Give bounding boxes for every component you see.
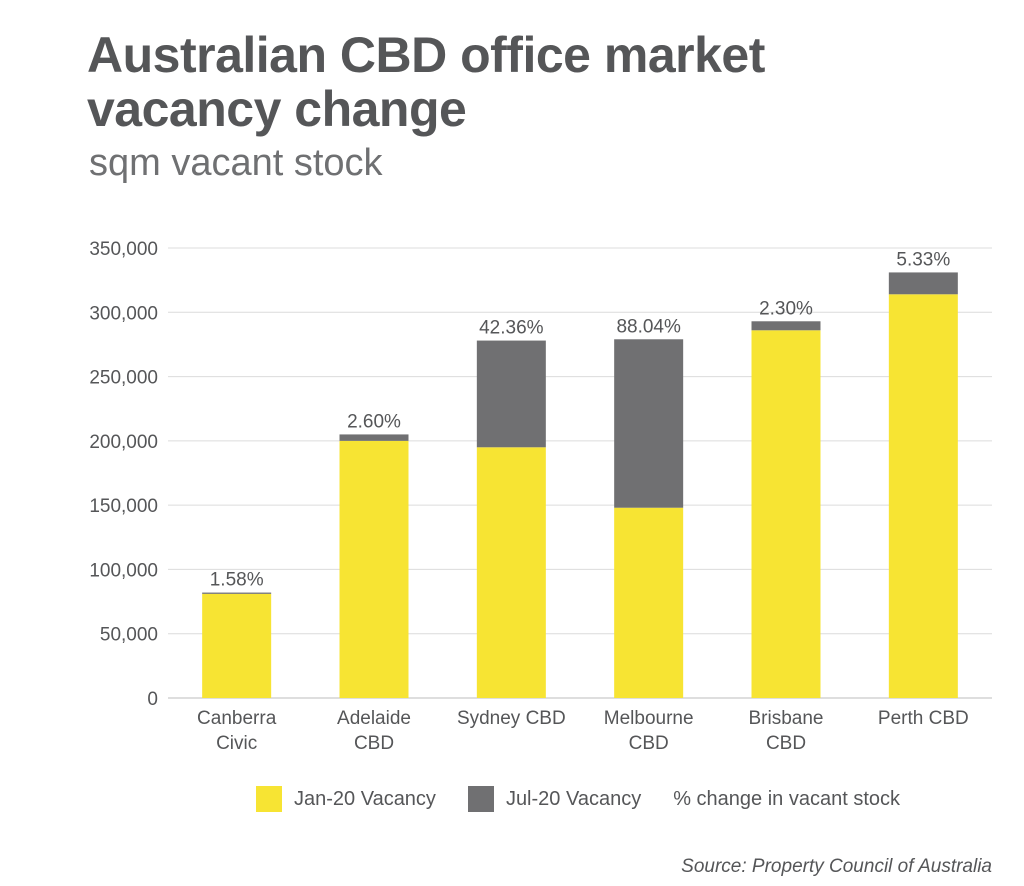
y-tick-label: 0 bbox=[147, 689, 158, 710]
percent-change-label: 42.36% bbox=[479, 318, 544, 339]
bar-jul bbox=[339, 434, 409, 441]
bar-jan bbox=[751, 330, 821, 698]
bar-jan bbox=[614, 507, 684, 698]
bar-jul bbox=[202, 592, 272, 594]
x-tick-label: CBD bbox=[354, 733, 394, 754]
legend-label-jan: Jan-20 Vacancy bbox=[294, 787, 436, 810]
chart-title: Australian CBD office market vacancy cha… bbox=[87, 28, 765, 136]
legend-swatch-jul bbox=[467, 786, 494, 812]
chart-subtitle: sqm vacant stock bbox=[89, 142, 383, 184]
x-tick-label: Adelaide bbox=[337, 708, 411, 729]
percent-change-label: 1.58% bbox=[210, 570, 264, 591]
percent-change-label: 88.04% bbox=[616, 316, 681, 337]
bar-jul bbox=[751, 321, 821, 331]
legend-item-jan: Jan-20 Vacancy bbox=[256, 786, 436, 812]
bar-jul bbox=[888, 272, 958, 295]
x-tick-label: Sydney CBD bbox=[457, 708, 566, 729]
title-line-2: vacancy change bbox=[87, 81, 467, 137]
legend-item-jul: Jul-20 Vacancy bbox=[467, 786, 642, 812]
y-tick-label: 250,000 bbox=[89, 368, 158, 389]
y-tick-label: 300,000 bbox=[89, 303, 158, 324]
percent-change-label: 5.33% bbox=[896, 249, 950, 270]
y-tick-label: 50,000 bbox=[100, 625, 158, 646]
x-tick-label: CBD bbox=[629, 733, 669, 754]
bar-jan bbox=[202, 593, 272, 698]
bar-jul bbox=[476, 340, 546, 448]
title-line-1: Australian CBD office market bbox=[87, 27, 765, 83]
y-tick-label: 100,000 bbox=[89, 560, 158, 581]
legend-label-pct: % change in vacant stock bbox=[673, 787, 900, 810]
x-tick-label: Brisbane bbox=[749, 708, 824, 729]
source-note: Source: Property Council of Australia bbox=[681, 856, 992, 877]
bar-jan bbox=[888, 294, 958, 698]
bars bbox=[202, 272, 958, 698]
y-tick-label: 350,000 bbox=[89, 239, 158, 260]
gridlines bbox=[168, 247, 992, 699]
y-axis-tick-labels: 0 50,000 100,000 150,000 200,000 250,000 300,0… bbox=[89, 239, 158, 710]
x-tick-label: Melbourne bbox=[604, 708, 694, 729]
y-tick-label: 150,000 bbox=[89, 496, 158, 517]
x-tick-label: Perth CBD bbox=[878, 708, 969, 729]
legend: Jan-20 Vacancy Jul-20 Vacancy % change i… bbox=[256, 786, 932, 812]
x-tick-label: Canberra bbox=[197, 708, 277, 729]
legend-item-pct: % change in vacant stock bbox=[673, 788, 900, 811]
x-tick-label: CBD bbox=[766, 733, 806, 754]
x-axis-tick-labels: Canberra Civic Adelaide CBD Sydney CBD Melbou… bbox=[197, 708, 969, 754]
percent-change-label: 2.30% bbox=[759, 298, 813, 319]
percent-change-labels: 1.58% 2.60% 42.36% 88.04% 2.30% 5.33% bbox=[210, 249, 951, 590]
y-tick-label: 200,000 bbox=[89, 432, 158, 453]
bar-jan bbox=[339, 440, 409, 698]
bar-jul bbox=[614, 339, 684, 508]
bar-jan bbox=[476, 447, 546, 698]
legend-label-jul: Jul-20 Vacancy bbox=[505, 787, 642, 810]
legend-swatch-jan bbox=[256, 786, 282, 812]
x-tick-label: Civic bbox=[216, 733, 257, 754]
percent-change-label: 2.60% bbox=[347, 411, 401, 432]
